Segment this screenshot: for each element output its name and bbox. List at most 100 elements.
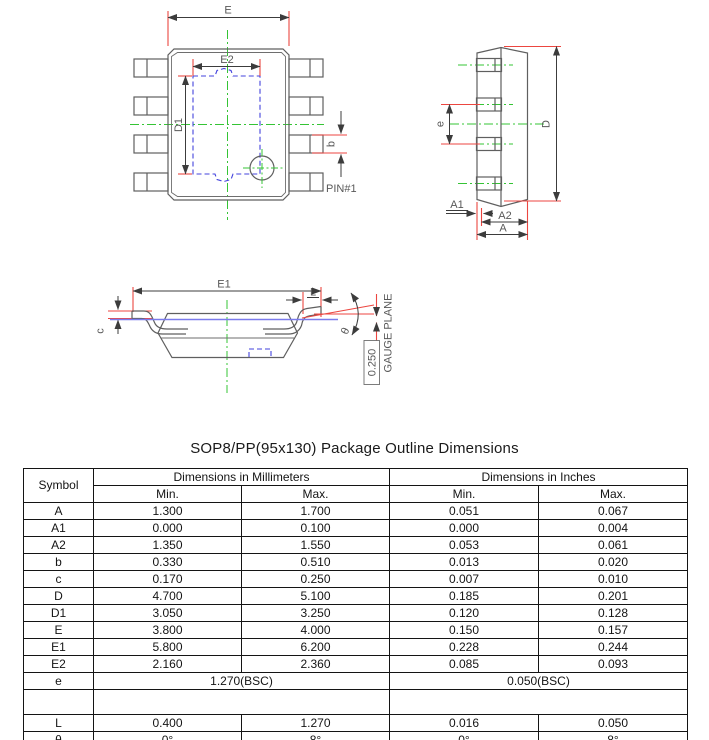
gauge-value-label: 0.250: [367, 349, 379, 377]
table-row: D 4.700 5.100 0.185 0.201: [23, 587, 688, 605]
header-in-min: Min.: [389, 485, 539, 503]
cell-mm-min: 0.400: [93, 714, 242, 732]
cell-in-min: 0.185: [389, 587, 539, 605]
table-row: θ 0° 8° 0° 8°: [23, 731, 688, 740]
cell-mm-min: 0.330: [93, 553, 242, 571]
cell-mm-min: 0°: [93, 731, 242, 740]
dim-label-E1: E1: [217, 279, 230, 291]
table-row: E 3.800 4.000 0.150 0.157: [23, 621, 688, 639]
cell-in-min: 0.007: [389, 570, 539, 588]
cell-mm-max: 0.250: [241, 570, 390, 588]
cell-mm-max: 3.250: [241, 604, 390, 622]
cell-in-max: 0.093: [538, 655, 688, 673]
cell-in-min: 0.000: [389, 519, 539, 537]
cell-in-max: 0.067: [538, 502, 688, 520]
cell-in-empty: [389, 689, 688, 715]
cell-symbol: E1: [23, 638, 94, 656]
cell-symbol: A2: [23, 536, 94, 554]
cell-in-min: 0°: [389, 731, 539, 740]
gauge-value-box: [363, 340, 380, 385]
table-subheader-row: Min. Max. Min. Max.: [24, 485, 688, 503]
cell-mm-max: 6.200: [241, 638, 390, 656]
dim-label-E: E: [224, 5, 231, 17]
header-mm-min: Min.: [93, 485, 242, 503]
package-outline-drawing: E E2 D1 b PIN#1: [95, 5, 561, 393]
dim-label-e: e: [435, 121, 447, 127]
gauge-plane-label: GAUGE PLANE: [383, 294, 395, 373]
table-row: L 0.400 1.270 0.016 0.050: [23, 714, 688, 732]
dim-label-A1: A1: [450, 199, 463, 211]
cell-symbol: θ: [23, 731, 94, 740]
table-row: b 0.330 0.510 0.013 0.020: [23, 553, 688, 571]
cell-symbol: A: [23, 502, 94, 520]
cell-symbol: [23, 689, 94, 715]
header-mm: Dimensions in Millimeters: [93, 468, 390, 486]
cell-in-min: 0.053: [389, 536, 539, 554]
body-hidden-mark: [248, 348, 272, 357]
header-symbol: Symbol: [23, 468, 94, 503]
table-row: A2 1.350 1.550 0.053 0.061: [23, 536, 688, 554]
cell-mm-max: 2.360: [241, 655, 390, 673]
cell-in-max: 0.201: [538, 587, 688, 605]
cell-mm-min: 5.800: [93, 638, 242, 656]
cell-in-max: 0.010: [538, 570, 688, 588]
cell-in-bsc: 0.050(BSC): [389, 672, 688, 690]
package-body-section: [157, 312, 299, 359]
cell-symbol: b: [23, 553, 94, 571]
cell-mm-max: 1.550: [241, 536, 390, 554]
table-row: D1 3.050 3.250 0.120 0.128: [23, 604, 688, 622]
dim-label-c: c: [95, 328, 107, 334]
cell-mm-max: 1.700: [241, 502, 390, 520]
cell-in-min: 0.085: [389, 655, 539, 673]
pin1-label: PIN#1: [326, 183, 357, 195]
table-header-row: Symbol Dimensions in Millimeters Dimensi…: [23, 468, 688, 503]
cell-in-max: 8°: [538, 731, 688, 740]
header-inches: Dimensions in Inches: [389, 468, 688, 486]
cell-mm-min: 3.800: [93, 621, 242, 639]
dim-label-D1: D1: [173, 118, 185, 132]
dim-label-A: A: [499, 223, 507, 235]
table-row: E2 2.160 2.360 0.085 0.093: [23, 655, 688, 673]
cell-symbol: D: [23, 587, 94, 605]
dim-label-L: L: [310, 287, 316, 299]
cell-symbol: A1: [23, 519, 94, 537]
cell-mm-min: 1.350: [93, 536, 242, 554]
dim-label-A2: A2: [498, 210, 511, 222]
cell-mm-max: 4.000: [241, 621, 390, 639]
top-view-drawing: E E2 D1 b PIN#1: [130, 5, 357, 220]
cell-symbol: e: [23, 672, 94, 690]
cell-mm-max: 0.100: [241, 519, 390, 537]
cell-in-max: 0.061: [538, 536, 688, 554]
cell-in-max: 0.050: [538, 714, 688, 732]
cell-symbol: c: [23, 570, 94, 588]
header-in-max: Max.: [538, 485, 688, 503]
dimensions-table: Symbol Dimensions in Millimeters Dimensi…: [23, 468, 688, 740]
die-pad-hidden-outline: [192, 67, 261, 183]
cell-mm-max: 0.510: [241, 553, 390, 571]
table-row-empty: [23, 689, 688, 715]
cell-mm-min: 3.050: [93, 604, 242, 622]
cell-mm-bsc: 1.270(BSC): [93, 672, 390, 690]
front-view-drawing: E1 L c θ: [95, 279, 395, 393]
table-row: E1 5.800 6.200 0.228 0.244: [23, 638, 688, 656]
cell-in-min: 0.051: [389, 502, 539, 520]
dim-label-D: D: [541, 120, 553, 128]
cell-mm-max: 1.270: [241, 714, 390, 732]
cell-mm-empty: [93, 689, 390, 715]
header-mm-max: Max.: [241, 485, 390, 503]
page-title: SOP8/PP(95x130) Package Outline Dimensio…: [190, 440, 519, 457]
cell-in-min: 0.228: [389, 638, 539, 656]
cell-in-min: 0.120: [389, 604, 539, 622]
cell-mm-min: 1.300: [93, 502, 242, 520]
dim-label-theta: θ: [339, 326, 352, 337]
cell-symbol: E: [23, 621, 94, 639]
cell-mm-min: 0.000: [93, 519, 242, 537]
table-row: A1 0.000 0.100 0.000 0.004: [23, 519, 688, 537]
cell-mm-max: 5.100: [241, 587, 390, 605]
cell-mm-min: 0.170: [93, 570, 242, 588]
cell-symbol: E2: [23, 655, 94, 673]
cell-in-max: 0.128: [538, 604, 688, 622]
side-view-drawing: e D A1 A2 A: [435, 45, 561, 240]
cell-in-max: 0.157: [538, 621, 688, 639]
cell-in-min: 0.013: [389, 553, 539, 571]
